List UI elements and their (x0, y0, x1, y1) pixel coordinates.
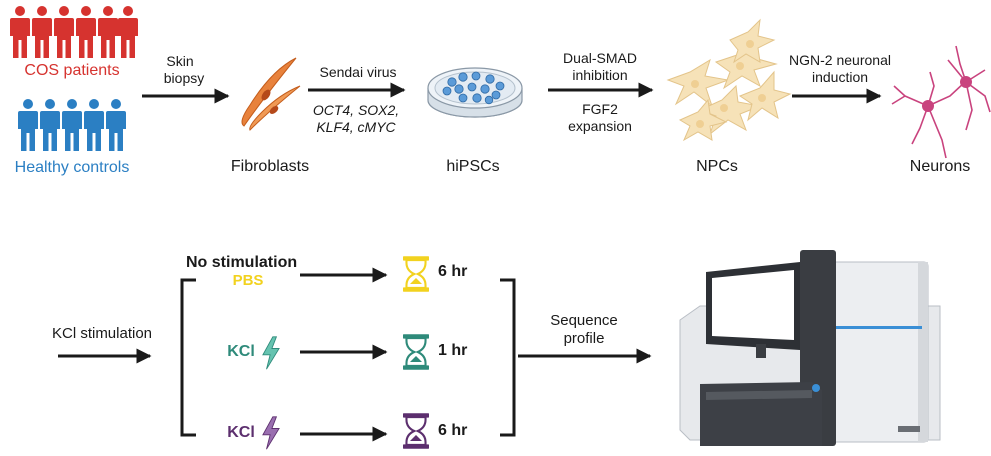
hourglass-icon (403, 333, 429, 371)
skin-biopsy-label-line1: Skin (166, 53, 194, 69)
condition-agent-pbs: PBS (232, 272, 264, 289)
fibroblast-cell-icon (241, 57, 301, 131)
sendai-virus-label: Sendai virus (319, 64, 397, 80)
fgf2-label-line2: expansion (568, 118, 632, 134)
person-icon (54, 6, 74, 58)
cos-patients-label: COS patients (24, 62, 120, 79)
hourglass-icon (403, 255, 429, 293)
person-icon (18, 99, 38, 151)
person-icon (106, 99, 126, 151)
kcl-stimulation-label: KCl stimulation (51, 325, 153, 342)
person-icon (10, 6, 30, 58)
npc-nuclei (691, 40, 766, 128)
ngn2-label-line1: NGN-2 neuronal (789, 52, 891, 68)
condition-time-2: 1 hr (438, 342, 468, 359)
sequence-profile-label-line1: Sequence (550, 312, 618, 329)
lightning-bolt-icon (262, 416, 280, 450)
healthy-controls-label: Healthy controls (14, 159, 130, 176)
no-stimulation-label: No stimulation (186, 254, 298, 271)
person-icon (62, 99, 82, 151)
stage-npcs: NPCs (696, 158, 738, 175)
stage-fibroblasts: Fibroblasts (230, 158, 310, 175)
hourglass-icon (403, 412, 429, 450)
sequence-profile-label-line2: profile (563, 330, 605, 347)
skin-biopsy-label-line2: biopsy (163, 70, 205, 86)
dual-smad-label-line2: inhibition (572, 67, 628, 83)
hourglass-sand (410, 278, 422, 441)
factors-line2: KLF4, cMYC (316, 119, 396, 135)
person-icon (40, 99, 60, 151)
person-icon (118, 6, 138, 58)
dual-smad-label-line1: Dual-SMAD (563, 50, 637, 66)
neuron-somas (922, 76, 972, 112)
bracket-right (500, 278, 516, 437)
bracket-left (180, 278, 196, 437)
condition-agent-kcl-2: KCl (227, 424, 255, 441)
stage-neurons: Neurons (909, 158, 971, 175)
petri-dish-icon (427, 67, 523, 118)
factors-line1: OCT4, SOX2, (312, 102, 400, 118)
condition-agent-kcl-1: KCl (227, 343, 255, 360)
neuron-icon (891, 45, 991, 159)
person-icon (76, 6, 96, 58)
lightning-bolt-icon (262, 336, 280, 370)
ngn2-label-line2: induction (811, 69, 869, 85)
stage-hipscs: hiPSCs (446, 158, 500, 175)
condition-time-3: 6 hr (438, 422, 468, 439)
fgf2-label-line1: FGF2 (582, 101, 618, 117)
npc-cells-icon (666, 18, 792, 142)
healthy-controls-group (18, 99, 126, 151)
sequencer-machine-icon (679, 250, 941, 446)
person-icon (84, 99, 104, 151)
person-icon (32, 6, 52, 58)
person-icon (98, 6, 118, 58)
cos-patients-group (10, 6, 138, 58)
condition-time-1: 6 hr (438, 263, 468, 280)
